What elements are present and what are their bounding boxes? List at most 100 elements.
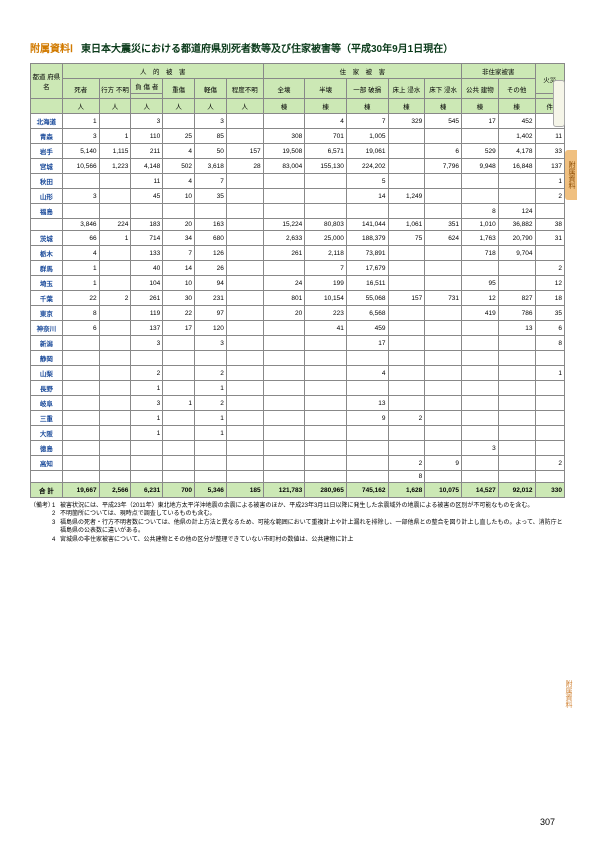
- cell: 1: [62, 276, 99, 291]
- cell: [462, 189, 499, 204]
- cell: [425, 246, 462, 261]
- row-pref: 東京: [31, 306, 63, 321]
- cell: [462, 351, 499, 366]
- cell: 2: [535, 189, 564, 204]
- row-pref: 神奈川: [31, 321, 63, 336]
- cell: [99, 441, 131, 456]
- cell: [99, 471, 131, 483]
- total-cell: 700: [163, 483, 195, 498]
- cell: 419: [462, 306, 499, 321]
- cell: 15,224: [263, 219, 305, 231]
- cell: [498, 336, 535, 351]
- th-injured: 負 傷 者: [131, 79, 163, 94]
- cell: [263, 441, 305, 456]
- cell: 351: [425, 219, 462, 231]
- cell: [163, 114, 195, 129]
- cell: [425, 189, 462, 204]
- cell: [99, 189, 131, 204]
- cell: 137: [131, 321, 163, 336]
- total-cell: 121,783: [263, 483, 305, 498]
- cell: 1,005: [346, 129, 388, 144]
- cell: [163, 381, 195, 396]
- row-pref: 埼玉: [31, 276, 63, 291]
- cell: 33: [535, 144, 564, 159]
- right-decoration: [553, 80, 565, 127]
- total-cell: 6,231: [131, 483, 163, 498]
- cell: [226, 411, 263, 426]
- cell: [163, 471, 195, 483]
- note-prefix: （備考）: [30, 502, 52, 510]
- cell: [99, 336, 131, 351]
- cell: 19,508: [263, 144, 305, 159]
- cell: [388, 246, 425, 261]
- cell: 1: [535, 366, 564, 381]
- cell: [305, 441, 347, 456]
- cell: [226, 336, 263, 351]
- cell: [535, 381, 564, 396]
- cell: 28: [226, 159, 263, 174]
- cell: 7: [195, 174, 227, 189]
- cell: 1: [99, 231, 131, 246]
- th-blank3: [31, 99, 63, 114]
- table-row: 茨城661714346802,63325,000188,379756241,76…: [31, 231, 565, 246]
- cell: 10,154: [305, 291, 347, 306]
- cell: 452: [498, 114, 535, 129]
- sidebar-tab: 附属資料: [565, 150, 577, 200]
- cell: [226, 471, 263, 483]
- cell: 2: [131, 366, 163, 381]
- cell: [263, 471, 305, 483]
- cell: [498, 381, 535, 396]
- row-pref: 岩手: [31, 144, 63, 159]
- cell: [425, 276, 462, 291]
- cell: [462, 129, 499, 144]
- cell: 17: [346, 336, 388, 351]
- cell: 20: [263, 306, 305, 321]
- cell: 1,249: [388, 189, 425, 204]
- table-row: 埼玉110410942419916,5119512: [31, 276, 565, 291]
- cell: 36,882: [498, 219, 535, 231]
- cell: 680: [195, 231, 227, 246]
- cell: 2: [535, 456, 564, 471]
- u-h6: 棟: [462, 99, 499, 114]
- cell: [263, 381, 305, 396]
- cell: [425, 321, 462, 336]
- cell: [346, 441, 388, 456]
- cell: 2,633: [263, 231, 305, 246]
- row-pref: 群馬: [31, 261, 63, 276]
- cell: [462, 471, 499, 483]
- row-pref: 宮城: [31, 159, 63, 174]
- cell: [535, 204, 564, 219]
- cell: [163, 351, 195, 366]
- cell: 3: [131, 396, 163, 411]
- cell: [388, 336, 425, 351]
- cell: [163, 426, 195, 441]
- cell: [99, 276, 131, 291]
- note-4: 宮城県の非住家被害について、公共建物とその他の区分が整理できていない市町村の数値…: [60, 536, 565, 544]
- cell: 6,568: [346, 306, 388, 321]
- cell: 3: [62, 189, 99, 204]
- cell: [163, 366, 195, 381]
- note-3: 福島県の死者・行方不明者数については、他県の計上方法と異なるため、可能な範囲にお…: [60, 519, 565, 536]
- table-row: 長野11: [31, 381, 565, 396]
- cell: [99, 396, 131, 411]
- u-h5: 棟: [425, 99, 462, 114]
- table-row: 大阪11: [31, 426, 565, 441]
- cell: [263, 411, 305, 426]
- total-cell: 19,667: [62, 483, 99, 498]
- cell: [305, 336, 347, 351]
- cell: 18: [535, 291, 564, 306]
- total-cell: 330: [535, 483, 564, 498]
- cell: [462, 321, 499, 336]
- cell: 94: [195, 276, 227, 291]
- cell: 8: [462, 204, 499, 219]
- cell: [462, 396, 499, 411]
- cell: [462, 456, 499, 471]
- cell: 1: [62, 114, 99, 129]
- row-pref: 山形: [31, 189, 63, 204]
- th-severe: 重傷: [163, 79, 195, 99]
- cell: 2: [388, 456, 425, 471]
- cell: [195, 204, 227, 219]
- cell: 2: [535, 261, 564, 276]
- cell: 3,618: [195, 159, 227, 174]
- cell: [99, 411, 131, 426]
